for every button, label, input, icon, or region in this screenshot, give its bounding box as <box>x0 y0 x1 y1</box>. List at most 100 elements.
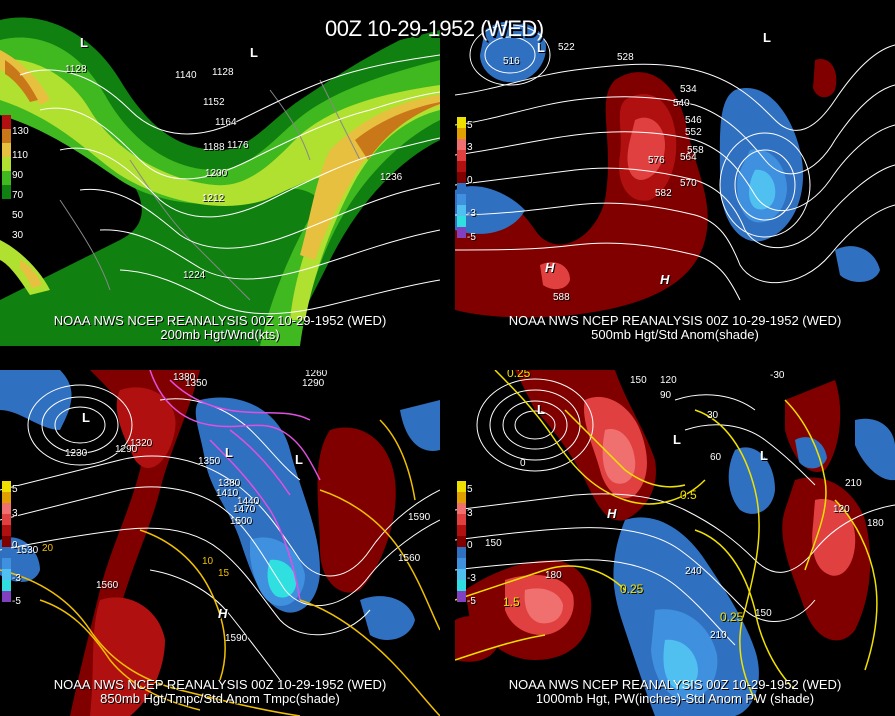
contour-label: 1380 <box>173 372 196 383</box>
panel-caption-line1: NOAA NWS NCEP REANALYSIS 00Z 10-29-1952 … <box>53 677 387 692</box>
panel-divider <box>440 0 455 716</box>
low-pressure-marker: L <box>225 445 233 460</box>
contour-label: 1470 <box>233 504 256 515</box>
contour-label: 210 <box>710 630 727 641</box>
contour-label: 1350 <box>198 456 221 467</box>
contour-label: 1530 <box>16 545 39 556</box>
legend-swatch <box>2 514 11 525</box>
legend-label: 3 <box>467 142 473 153</box>
contour-label: 1410 <box>216 488 239 499</box>
legend-1000mb <box>457 481 467 602</box>
panel-500mb: 5 3 0 -3 -5 516 522 528 534 540 546 552 … <box>455 0 895 346</box>
map-850mb <box>0 370 440 716</box>
low-pressure-marker: L <box>80 35 88 50</box>
legend-label: 0 <box>467 540 473 551</box>
legend-swatch <box>457 161 466 172</box>
legend-swatch <box>2 591 11 602</box>
legend-swatch <box>457 139 466 150</box>
contour-label: 576 <box>648 155 665 166</box>
low-pressure-marker: L <box>537 40 545 55</box>
legend-swatch <box>2 481 11 492</box>
page-title: 00Z 10-29-1952 (WED) <box>325 16 544 41</box>
contour-label: 1350 <box>185 378 208 389</box>
legend-850mb <box>2 481 12 602</box>
low-pressure-marker: L <box>537 402 545 417</box>
legend-swatch <box>457 128 466 139</box>
panel-caption-line1: NOAA NWS NCEP REANALYSIS 00Z 10-29-1952 … <box>53 313 387 328</box>
contour-label: 1176 <box>227 140 249 151</box>
legend-label: 3 <box>467 508 473 519</box>
legend-500mb <box>457 117 467 238</box>
contour-label: 60 <box>710 452 722 463</box>
pw-label: 0.5 <box>680 488 697 502</box>
contour-label: 582 <box>655 188 672 199</box>
legend-swatch <box>457 117 466 128</box>
legend-swatch <box>2 185 11 199</box>
contour-label: 240 <box>685 566 702 577</box>
legend-swatch <box>457 558 466 569</box>
legend-swatch <box>2 503 11 514</box>
contour-label: 1320 <box>130 438 153 449</box>
pw-label: 0.25 <box>620 582 644 596</box>
contour-label: 1590 <box>408 512 431 523</box>
legend-swatch <box>2 580 11 591</box>
contour-label: 1128 <box>212 67 234 78</box>
legend-swatch <box>2 157 11 171</box>
contour-label: 588 <box>553 292 570 303</box>
legend-label: 5 <box>467 484 473 495</box>
legend-swatch <box>457 514 466 525</box>
high-pressure-marker: H <box>545 260 555 275</box>
legend-swatch <box>2 525 11 536</box>
panel-caption-line2: 1000mb Hgt, PW(inches)-Std Anom PW (shad… <box>535 691 815 706</box>
legend-label: 0 <box>467 175 473 186</box>
temperature-label: 20 <box>42 543 54 554</box>
contour-label: -30 <box>770 370 785 381</box>
high-pressure-marker: H <box>607 506 617 521</box>
legend-label: 3 <box>12 508 18 519</box>
contour-label: 558 <box>687 145 704 156</box>
contour-label: 1560 <box>96 580 119 591</box>
legend-swatch <box>2 569 11 580</box>
contour-label: 1230 <box>65 448 88 459</box>
legend-swatch <box>2 115 11 129</box>
low-pressure-marker: L <box>763 30 771 45</box>
map-200mb <box>0 17 440 346</box>
contour-label: 552 <box>685 127 702 138</box>
legend-swatch <box>457 205 466 216</box>
legend-swatch <box>457 216 466 227</box>
low-pressure-marker: L <box>760 448 768 463</box>
contour-label: 0 <box>520 458 526 469</box>
legend-label: 30 <box>12 230 24 241</box>
legend-swatch <box>2 558 11 569</box>
contour-label: 1290 <box>115 444 138 455</box>
panel-850mb: 5 3 0 -3 -5 1380 1350 1290 1260 1230 132… <box>0 370 440 716</box>
legend-swatch <box>2 129 11 143</box>
panel-caption-line2: 500mb Hgt/Std Anom(shade) <box>591 327 759 342</box>
contour-label: 30 <box>707 410 719 421</box>
low-pressure-marker: L <box>295 452 303 467</box>
legend-swatch <box>457 503 466 514</box>
contour-label: 540 <box>673 98 690 109</box>
legend-swatch <box>2 547 11 558</box>
legend-label: -5 <box>467 232 476 243</box>
legend-swatch <box>457 492 466 503</box>
contour-label: 1200 <box>205 168 228 179</box>
legend-swatch <box>457 580 466 591</box>
legend-label: 5 <box>12 484 18 495</box>
panel-caption-line2: 200mb Hgt/Wnd(kts) <box>160 327 280 342</box>
contour-label: 546 <box>685 115 702 126</box>
low-pressure-marker: L <box>673 432 681 447</box>
contour-label: 1164 <box>215 117 237 128</box>
legend-label: -5 <box>12 596 21 607</box>
contour-label: 150 <box>630 375 647 386</box>
map-1000mb <box>455 370 895 716</box>
legend-label: 0 <box>12 540 18 551</box>
pw-label: 0.25 <box>507 370 531 380</box>
contour-label: 120 <box>660 375 677 386</box>
contour-label: 150 <box>755 608 772 619</box>
legend-label: -3 <box>467 573 476 584</box>
high-pressure-marker: H <box>218 606 228 621</box>
contour-label: 150 <box>485 538 502 549</box>
contour-label: 534 <box>680 84 697 95</box>
contour-label: 528 <box>617 52 634 63</box>
